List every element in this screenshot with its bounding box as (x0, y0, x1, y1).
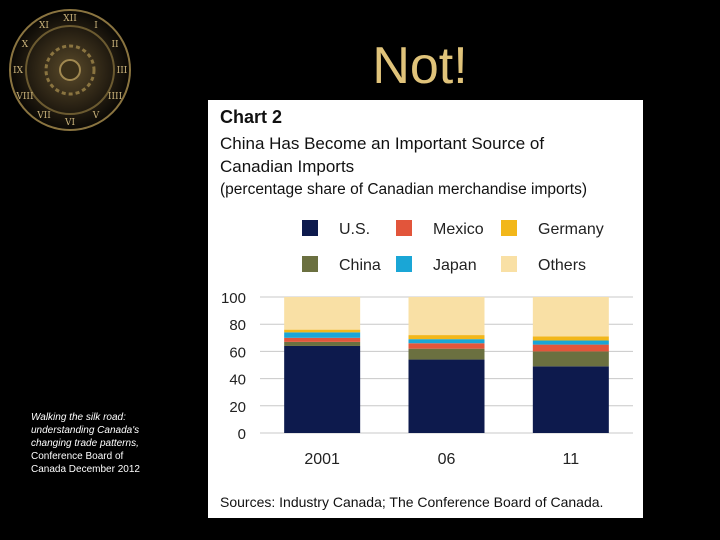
caption-regular-text: Conference Board of Canada December 2012 (31, 451, 140, 475)
bar-segment (532, 340, 609, 345)
clock-numeral: X (22, 40, 29, 50)
y-tick-label: 0 (238, 426, 246, 443)
y-tick-label: 20 (229, 399, 246, 416)
chart-title: Chart 2 (220, 107, 282, 127)
bar-segment (532, 366, 609, 433)
clock-numeral: VIII (15, 92, 34, 102)
clock-numeral: II (111, 40, 119, 50)
bar-segment (532, 297, 609, 337)
y-tick-label: 80 (229, 317, 246, 334)
clock-numeral: VI (64, 118, 75, 128)
x-tick-label: 2001 (304, 451, 340, 468)
bar-segment (408, 359, 485, 433)
bar-segment (408, 339, 485, 344)
clock-numeral: IIII (108, 92, 123, 102)
bar-segment (284, 329, 361, 333)
legend-label: Japan (433, 257, 477, 274)
clock-numeral: XII (63, 14, 77, 24)
legend-label: Others (538, 257, 586, 274)
caption-italic-text: Walking the silk road: understanding Can… (31, 412, 140, 449)
bar-segment (284, 345, 361, 433)
chart-subtitle-line-2: Canadian Imports (220, 157, 354, 176)
bar-segment (532, 336, 609, 341)
source-caption: Walking the silk road: understanding Can… (31, 411, 146, 476)
y-tick-label: 100 (221, 290, 246, 307)
slide-title: Not! (372, 37, 468, 95)
y-axis: 100 80 60 40 20 0 (221, 290, 246, 443)
legend-swatch (396, 220, 412, 236)
clock-numeral: V (92, 111, 100, 121)
legend-swatch (501, 256, 517, 272)
bar-segment (408, 297, 485, 336)
clock-numeral: XI (39, 21, 49, 31)
legend-label: Germany (538, 221, 604, 238)
legend-swatch (302, 220, 318, 236)
bar-segment (284, 341, 361, 346)
legend-label: U.S. (339, 221, 370, 238)
legend-label: China (339, 257, 381, 274)
legend-swatch (501, 220, 517, 236)
clock-numeral: III (117, 66, 128, 76)
bar-segment (408, 348, 485, 360)
clock-numeral: I (94, 21, 98, 31)
chart-panel: Chart 2 China Has Become an Important So… (208, 100, 643, 518)
x-axis: 2001 06 11 (304, 451, 579, 468)
bar-segment (408, 335, 485, 340)
legend-swatch (396, 256, 412, 272)
bar-segment (532, 351, 609, 367)
y-tick-label: 40 (229, 372, 246, 389)
legend-label: Mexico (433, 221, 484, 238)
bar-segment (408, 343, 485, 349)
legend-swatch (302, 256, 318, 272)
chart-subtitle-line-1: China Has Become an Important Source of (220, 134, 544, 153)
bar-segment (284, 297, 361, 330)
stacked-bar-chart: Chart 2 China Has Become an Important So… (220, 107, 633, 510)
bar-segment (284, 337, 361, 342)
bar-segment (532, 344, 609, 352)
bar-segment (284, 332, 361, 338)
chart-subtitle-note: (percentage share of Canadian merchandis… (220, 181, 587, 198)
y-tick-label: 60 (229, 344, 246, 361)
clock-numeral: VII (36, 111, 51, 121)
chart-legend: U.S. Mexico Germany China Japan Others (302, 220, 604, 274)
x-tick-label: 06 (438, 451, 456, 468)
x-tick-label: 11 (563, 451, 580, 468)
bars-group (284, 297, 609, 433)
clock-numeral: IX (13, 66, 24, 76)
chart-source: Sources: Industry Canada; The Conference… (220, 494, 603, 510)
